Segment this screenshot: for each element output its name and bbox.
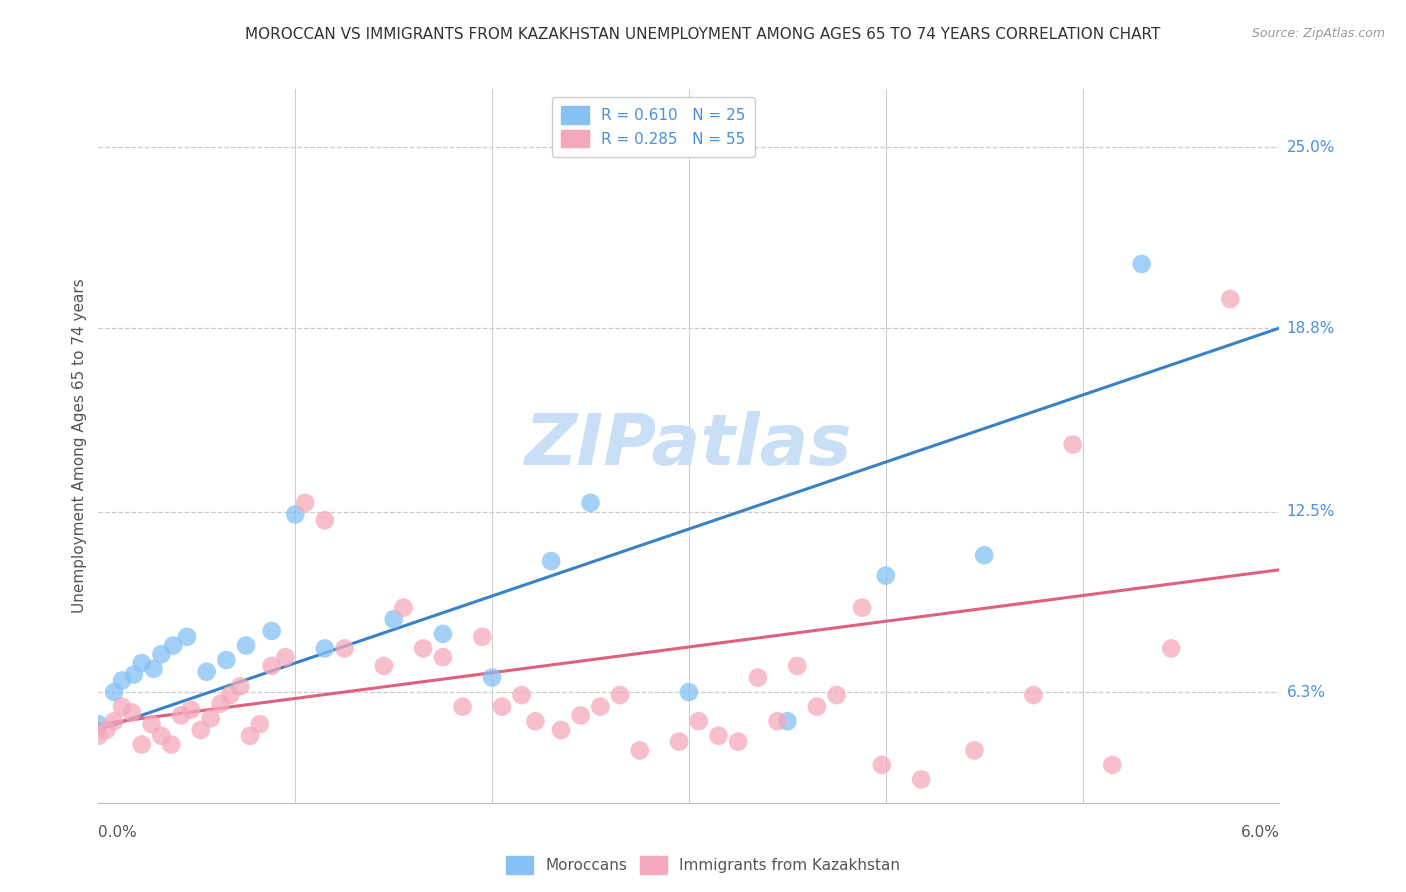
Point	[432, 627, 454, 641]
Point	[806, 699, 828, 714]
Point	[825, 688, 848, 702]
Point	[103, 685, 125, 699]
Point	[131, 656, 153, 670]
Point	[668, 734, 690, 748]
Point	[628, 743, 651, 757]
Text: ZIPatlas: ZIPatlas	[526, 411, 852, 481]
Point	[87, 729, 110, 743]
Text: 6.0%: 6.0%	[1240, 825, 1279, 840]
Point	[284, 508, 307, 522]
Point	[851, 600, 873, 615]
Point	[589, 699, 612, 714]
Point	[111, 673, 134, 688]
Point	[235, 639, 257, 653]
Point	[314, 641, 336, 656]
Point	[786, 659, 808, 673]
Point	[688, 714, 710, 729]
Point	[766, 714, 789, 729]
Point	[260, 624, 283, 638]
Point	[1062, 437, 1084, 451]
Point	[131, 738, 153, 752]
Point	[875, 568, 897, 582]
Point	[540, 554, 562, 568]
Text: Source: ZipAtlas.com: Source: ZipAtlas.com	[1251, 27, 1385, 40]
Point	[412, 641, 434, 656]
Point	[373, 659, 395, 673]
Text: 6.3%: 6.3%	[1286, 685, 1326, 699]
Point	[451, 699, 474, 714]
Point	[579, 496, 602, 510]
Point	[141, 717, 163, 731]
Point	[180, 703, 202, 717]
Point	[382, 612, 405, 626]
Point	[1130, 257, 1153, 271]
Point	[569, 708, 592, 723]
Point	[432, 650, 454, 665]
Point	[215, 653, 238, 667]
Point	[392, 600, 415, 615]
Point	[481, 671, 503, 685]
Point	[229, 679, 252, 693]
Point	[609, 688, 631, 702]
Point	[150, 647, 173, 661]
Point	[510, 688, 533, 702]
Point	[333, 641, 356, 656]
Point	[910, 772, 932, 787]
Point	[963, 743, 986, 757]
Point	[150, 729, 173, 743]
Point	[121, 706, 143, 720]
Point	[87, 717, 110, 731]
Legend: R = 0.610   N = 25, R = 0.285   N = 55: R = 0.610 N = 25, R = 0.285 N = 55	[553, 97, 755, 157]
Point	[314, 513, 336, 527]
Point	[973, 548, 995, 562]
Point	[190, 723, 212, 737]
Point	[219, 688, 242, 702]
Point	[1219, 292, 1241, 306]
Point	[776, 714, 799, 729]
Point	[491, 699, 513, 714]
Point	[111, 699, 134, 714]
Text: 12.5%: 12.5%	[1286, 504, 1334, 519]
Text: 25.0%: 25.0%	[1286, 140, 1334, 155]
Point	[209, 697, 232, 711]
Point	[678, 685, 700, 699]
Point	[160, 738, 183, 752]
Point	[162, 639, 184, 653]
Point	[707, 729, 730, 743]
Point	[550, 723, 572, 737]
Point	[1022, 688, 1045, 702]
Point	[170, 708, 193, 723]
Point	[103, 714, 125, 729]
Text: 0.0%: 0.0%	[98, 825, 138, 840]
Point	[142, 662, 165, 676]
Point	[1101, 758, 1123, 772]
Point	[870, 758, 893, 772]
Point	[195, 665, 218, 679]
Point	[96, 723, 118, 737]
Point	[249, 717, 271, 731]
Point	[260, 659, 283, 673]
Y-axis label: Unemployment Among Ages 65 to 74 years: Unemployment Among Ages 65 to 74 years	[72, 278, 87, 614]
Legend: Moroccans, Immigrants from Kazakhstan: Moroccans, Immigrants from Kazakhstan	[499, 850, 907, 880]
Point	[122, 667, 145, 681]
Point	[1160, 641, 1182, 656]
Point	[294, 496, 316, 510]
Point	[239, 729, 262, 743]
Point	[727, 734, 749, 748]
Point	[176, 630, 198, 644]
Point	[747, 671, 769, 685]
Text: MOROCCAN VS IMMIGRANTS FROM KAZAKHSTAN UNEMPLOYMENT AMONG AGES 65 TO 74 YEARS CO: MOROCCAN VS IMMIGRANTS FROM KAZAKHSTAN U…	[245, 27, 1161, 42]
Point	[274, 650, 297, 665]
Point	[524, 714, 547, 729]
Text: 18.8%: 18.8%	[1286, 320, 1334, 335]
Point	[471, 630, 494, 644]
Point	[200, 711, 222, 725]
